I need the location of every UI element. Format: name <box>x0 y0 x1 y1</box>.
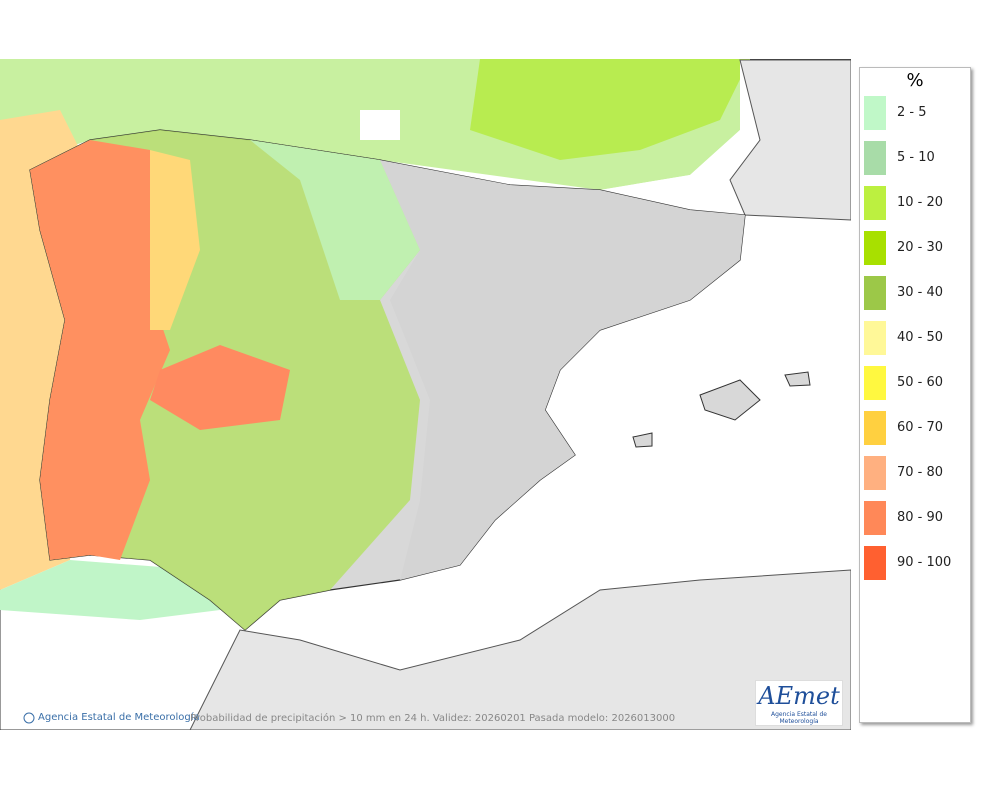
africa <box>189 569 851 730</box>
legend-item: 50 - 60 <box>864 366 968 400</box>
legend-label: 80 - 90 <box>897 510 944 525</box>
legend-item: 10 - 20 <box>864 186 968 220</box>
legend-label: 50 - 60 <box>897 375 944 390</box>
legend-swatch <box>864 546 886 580</box>
legend-item: 20 - 30 <box>864 231 968 265</box>
legend-label: 40 - 50 <box>897 330 944 345</box>
legend: % 2 - 5 5 - 10 10 - 20 20 - 30 30 - 40 40 - 5… <box>859 67 971 723</box>
legend-label: 60 - 70 <box>897 420 944 435</box>
legend-swatch <box>864 411 886 445</box>
legend-label: 30 - 40 <box>897 285 944 300</box>
logo: AEmet Agencia Estatal de Meteorología <box>755 680 843 726</box>
legend-item: 5 - 10 <box>864 141 968 175</box>
sea-east <box>240 60 851 670</box>
legend-label: 20 - 30 <box>897 240 944 255</box>
sea-gap <box>360 110 400 140</box>
legend-swatch <box>864 366 886 400</box>
ibiza <box>632 432 653 448</box>
logo-subtitle: Agencia Estatal de Meteorología <box>770 711 827 725</box>
legend-item: 80 - 90 <box>864 501 968 535</box>
legend-swatch <box>864 186 886 220</box>
legend-swatch <box>864 321 886 355</box>
credit: Agencia Estatal de Meteorología <box>38 712 200 723</box>
legend-swatch <box>864 501 886 535</box>
legend-swatch <box>864 231 886 265</box>
legend-label: 2 - 5 <box>897 105 927 120</box>
legend-swatch <box>864 456 886 490</box>
legend-title: % <box>906 70 924 91</box>
map <box>0 59 851 730</box>
legend-item: 2 - 5 <box>864 96 968 130</box>
prob-extremadura <box>150 345 290 430</box>
legend-swatch <box>864 276 886 310</box>
prob-north <box>250 140 420 300</box>
logo-name: AEmet <box>758 682 840 710</box>
legend-item: 90 - 100 <box>864 546 968 580</box>
legend-label: 90 - 100 <box>897 555 952 570</box>
legend-item: 40 - 50 <box>864 321 968 355</box>
prob-band <box>150 150 200 330</box>
legend-swatch <box>864 141 886 175</box>
legend-label: 70 - 80 <box>897 465 944 480</box>
legend-swatch <box>864 96 886 130</box>
legend-item: 60 - 70 <box>864 411 968 445</box>
mallorca <box>699 379 761 421</box>
legend-label: 5 - 10 <box>897 150 935 165</box>
sea-prob <box>470 59 750 160</box>
dry-east <box>250 140 745 580</box>
copyright-icon <box>23 712 35 724</box>
caption: Probabilidad de precipitación > 10 mm en… <box>190 713 676 724</box>
legend-item: 70 - 80 <box>864 456 968 490</box>
menorca <box>784 371 811 387</box>
legend-item: 30 - 40 <box>864 276 968 310</box>
legend-label: 10 - 20 <box>897 195 944 210</box>
